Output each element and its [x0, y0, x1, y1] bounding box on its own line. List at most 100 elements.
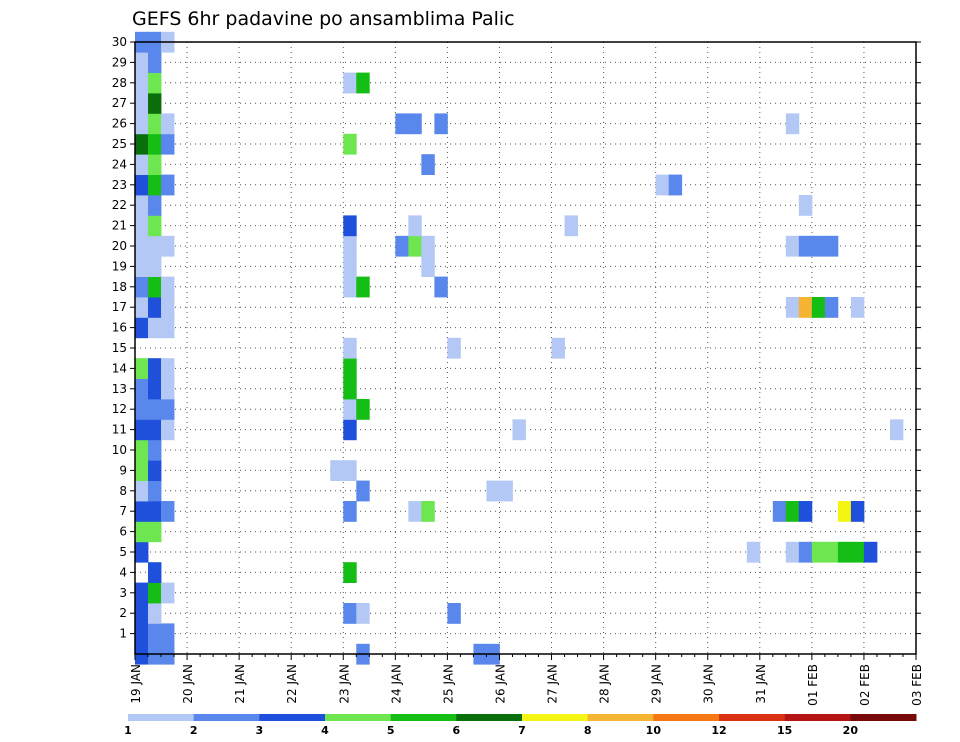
x-tick-label: 29 JAN — [650, 664, 664, 704]
y-tick-label: 7 — [119, 504, 127, 518]
colorbar-swatch — [259, 714, 326, 721]
heatmap-cell — [135, 358, 149, 379]
heatmap-cell — [798, 235, 813, 257]
heatmap-cell — [148, 460, 162, 481]
heatmap-cell — [811, 297, 826, 318]
heatmap-cell — [850, 297, 865, 318]
heatmap-cell — [148, 603, 162, 624]
heatmap-cell — [811, 235, 826, 257]
colorbar-label: 8 — [584, 724, 592, 737]
heatmap-cell — [330, 460, 344, 481]
x-tick-label: 20 JAN — [181, 664, 195, 704]
colorbar-swatch — [325, 714, 392, 721]
heatmap-cell — [135, 174, 149, 196]
heatmap-cell — [135, 276, 149, 298]
heatmap-cell — [135, 256, 149, 277]
heatmap-cell — [512, 419, 526, 441]
heatmap-cell — [161, 133, 175, 155]
heatmap-cell — [343, 399, 357, 420]
heatmap-cell — [343, 215, 357, 237]
heatmap-cell — [148, 133, 162, 155]
heatmap-cell — [746, 541, 761, 563]
heatmap-cell — [148, 215, 162, 237]
heatmap-cell — [421, 256, 435, 277]
y-tick-label: 11 — [112, 423, 127, 437]
colorbar-label: 12 — [711, 724, 726, 737]
heatmap-cell — [421, 235, 435, 257]
colorbar-swatch — [193, 714, 260, 721]
x-tick-label: 22 JAN — [285, 664, 299, 704]
heatmap-cell — [161, 378, 175, 400]
heatmap-cell — [148, 297, 162, 318]
heatmap-cell — [889, 419, 904, 441]
heatmap-cell — [135, 235, 149, 257]
heatmap-cell — [551, 337, 565, 359]
x-tick-label: 31 JAN — [754, 664, 768, 704]
heatmap-cell — [343, 603, 357, 624]
heatmap-cell — [343, 235, 357, 257]
heatmap-cell — [148, 419, 162, 441]
y-tick-label: 16 — [112, 321, 127, 335]
heatmap-cell — [161, 582, 175, 604]
y-tick-label: 28 — [112, 76, 127, 90]
heatmap-cell — [135, 541, 149, 563]
y-tick-label: 30 — [112, 35, 127, 49]
x-tick-label: 23 JAN — [337, 664, 351, 704]
heatmap-cell — [837, 501, 852, 522]
heatmap-cell — [824, 541, 839, 563]
colorbar-label: 20 — [843, 724, 859, 737]
heatmap-cell — [148, 113, 162, 135]
heatmap-cell — [395, 113, 409, 135]
heatmap-cell — [499, 480, 513, 502]
x-tick-label: 26 JAN — [493, 664, 507, 704]
heatmap-cell — [135, 113, 149, 135]
heatmap-cell — [161, 174, 175, 196]
heatmap-cell — [798, 501, 813, 522]
colorbar-swatch — [653, 714, 720, 721]
heatmap-cell — [343, 133, 357, 155]
heatmap-cell — [161, 419, 175, 441]
x-axis-ticks: 19 JAN 20 JAN 21 JAN 22 JAN 23 JAN 24 JAN 25 J… — [129, 654, 924, 706]
heatmap-cell — [668, 174, 683, 196]
y-tick-label: 2 — [119, 606, 127, 620]
colorbar-swatch — [784, 714, 851, 721]
heatmap-cells — [135, 31, 904, 665]
heatmap-cell — [135, 582, 149, 604]
y-tick-label: 10 — [112, 443, 127, 457]
x-tick-label: 01 FEB — [806, 664, 820, 706]
colorbar: 1 2 3 4 5 6 7 8 10 12 15 20 — [124, 714, 917, 737]
heatmap-cell — [148, 93, 162, 114]
colorbar-label: 3 — [256, 724, 264, 737]
heatmap-cell — [408, 235, 422, 257]
y-tick-label: 1 — [119, 627, 127, 641]
y-tick-label: 22 — [112, 198, 127, 212]
y-tick-label: 27 — [112, 96, 127, 110]
heatmap-cell — [343, 358, 357, 379]
y-tick-label: 6 — [119, 525, 127, 539]
heatmap-cell — [421, 501, 435, 522]
heatmap-cell — [148, 72, 162, 94]
heatmap-cell — [161, 113, 175, 135]
heatmap-cell — [135, 154, 149, 175]
heatmap-cell — [135, 378, 149, 400]
heatmap-cell — [356, 480, 370, 502]
heatmap-cell — [343, 276, 357, 298]
x-tick-label: 27 JAN — [546, 664, 560, 704]
heatmap-cell — [148, 276, 162, 298]
colorbar-swatch — [719, 714, 786, 721]
heatmap-cell — [135, 521, 149, 543]
heatmap-cell — [135, 603, 149, 624]
x-tick-label: 24 JAN — [389, 664, 403, 704]
heatmap-cell — [148, 439, 162, 461]
y-tick-label: 20 — [112, 239, 127, 253]
y-tick-label: 13 — [112, 382, 127, 396]
heatmap-cell — [343, 419, 357, 441]
heatmap-cell — [772, 501, 787, 522]
heatmap-cell — [356, 72, 370, 94]
heatmap-cell — [135, 399, 149, 420]
heatmap-cell — [148, 317, 162, 339]
heatmap-cell — [395, 235, 409, 257]
colorbar-label: 6 — [453, 724, 461, 737]
y-tick-label: 15 — [112, 341, 127, 355]
y-tick-label: 8 — [119, 484, 127, 498]
